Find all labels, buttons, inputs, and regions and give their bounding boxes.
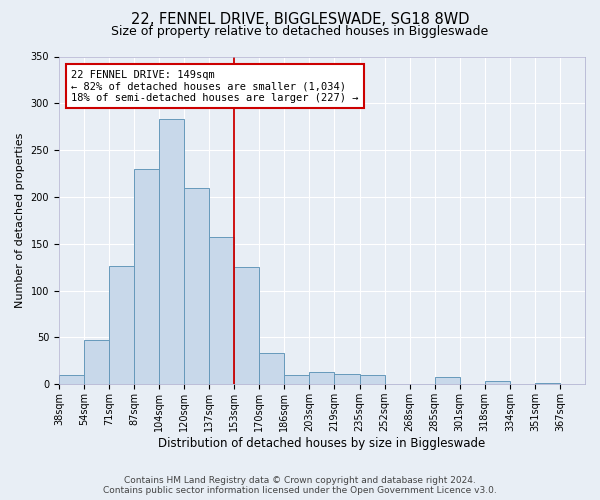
Bar [84, 340, 109, 384]
Bar [134, 169, 159, 384]
Bar [109, 266, 134, 384]
Bar [59, 375, 84, 384]
Y-axis label: Number of detached properties: Number of detached properties [15, 132, 25, 308]
Bar [209, 238, 234, 384]
Text: 22, FENNEL DRIVE, BIGGLESWADE, SG18 8WD: 22, FENNEL DRIVE, BIGGLESWADE, SG18 8WD [131, 12, 469, 28]
Bar [310, 372, 334, 384]
Bar [259, 354, 284, 384]
Bar [434, 377, 460, 384]
Text: 22 FENNEL DRIVE: 149sqm
← 82% of detached houses are smaller (1,034)
18% of semi: 22 FENNEL DRIVE: 149sqm ← 82% of detache… [71, 70, 359, 103]
Bar [234, 267, 259, 384]
Bar [284, 375, 310, 384]
Bar [184, 188, 209, 384]
Text: Contains HM Land Registry data © Crown copyright and database right 2024.: Contains HM Land Registry data © Crown c… [124, 476, 476, 485]
Bar [485, 382, 510, 384]
Text: Contains public sector information licensed under the Open Government Licence v3: Contains public sector information licen… [103, 486, 497, 495]
X-axis label: Distribution of detached houses by size in Biggleswade: Distribution of detached houses by size … [158, 437, 485, 450]
Bar [359, 375, 385, 384]
Bar [334, 374, 359, 384]
Text: Size of property relative to detached houses in Biggleswade: Size of property relative to detached ho… [112, 25, 488, 38]
Bar [159, 120, 184, 384]
